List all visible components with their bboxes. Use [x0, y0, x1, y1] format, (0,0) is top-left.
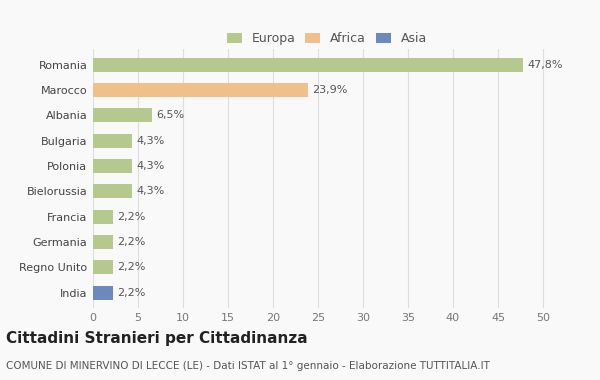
Text: 2,2%: 2,2% — [118, 288, 146, 298]
Text: Cittadini Stranieri per Cittadinanza: Cittadini Stranieri per Cittadinanza — [6, 331, 308, 345]
Text: 47,8%: 47,8% — [528, 60, 563, 70]
Text: 4,3%: 4,3% — [136, 186, 164, 196]
Bar — [93, 108, 151, 122]
Text: 23,9%: 23,9% — [313, 85, 348, 95]
Text: 2,2%: 2,2% — [118, 212, 146, 222]
Bar — [93, 184, 132, 198]
Text: COMUNE DI MINERVINO DI LECCE (LE) - Dati ISTAT al 1° gennaio - Elaborazione TUTT: COMUNE DI MINERVINO DI LECCE (LE) - Dati… — [6, 361, 490, 371]
Bar — [93, 235, 113, 249]
Text: 2,2%: 2,2% — [118, 262, 146, 272]
Bar — [93, 58, 523, 71]
Text: 4,3%: 4,3% — [136, 161, 164, 171]
Text: 4,3%: 4,3% — [136, 136, 164, 146]
Bar — [93, 210, 113, 223]
Bar — [93, 134, 132, 147]
Bar — [93, 159, 132, 173]
Bar — [93, 286, 113, 299]
Text: 2,2%: 2,2% — [118, 237, 146, 247]
Bar — [93, 260, 113, 274]
Text: 6,5%: 6,5% — [156, 110, 184, 120]
Legend: Europa, Africa, Asia: Europa, Africa, Asia — [224, 30, 430, 48]
Bar — [93, 83, 308, 97]
